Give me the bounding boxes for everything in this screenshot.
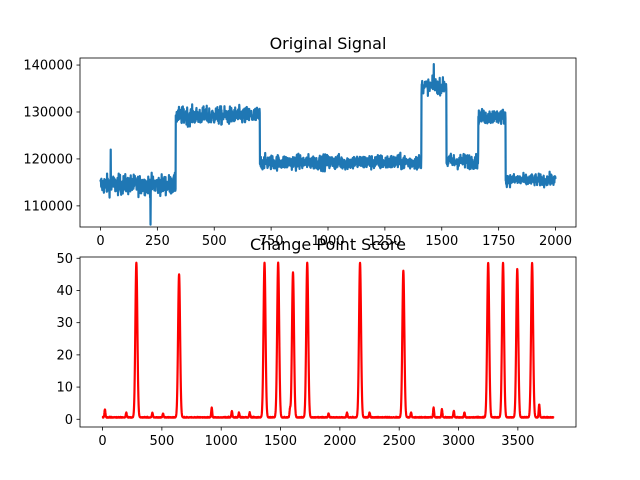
x-tick-label: 2000	[539, 234, 572, 249]
bottom-chart-title: Change Point Score	[250, 235, 406, 254]
x-tick-label: 0	[96, 234, 104, 249]
x-tick-label: 3000	[442, 434, 475, 449]
y-tick-label: 130000	[23, 105, 73, 120]
x-tick-label: 1500	[264, 434, 297, 449]
x-tick-label: 500	[149, 434, 174, 449]
x-tick-label: 500	[202, 234, 227, 249]
bottom-axes-frame	[79, 256, 577, 428]
x-tick-label: 1750	[482, 234, 515, 249]
y-tick-label: 40	[56, 284, 73, 299]
bottom-plot-lines	[101, 261, 555, 419]
bottom-ticks: 0 500 1000 1500 2000 2500 3000 3500 0 10 20 30 40 50	[56, 252, 534, 449]
x-tick-label: 750	[259, 234, 284, 249]
y-tick-label: 140000	[23, 59, 73, 74]
y-tick-label: 120000	[23, 152, 73, 167]
x-tick-label: 2000	[323, 434, 356, 449]
signal-series-line	[99, 62, 557, 226]
x-tick-label: 1500	[425, 234, 458, 249]
top-subplot: 0 250 500 750 1000 1250 1500 1750 2000 110000 1200…	[23, 34, 577, 249]
y-tick-label: 30	[56, 316, 73, 331]
x-tick-label: 1000	[205, 434, 238, 449]
top-chart-title: Original Signal	[270, 34, 387, 53]
score-series-line	[101, 261, 555, 419]
y-tick-label: 10	[56, 381, 73, 396]
x-tick-label: 3500	[501, 434, 534, 449]
y-tick-label: 0	[65, 413, 73, 428]
x-tick-label: 0	[98, 434, 106, 449]
y-tick-label: 110000	[23, 199, 73, 214]
top-plot-lines	[99, 62, 557, 226]
x-tick-label: 2500	[383, 434, 416, 449]
top-ticks: 0 250 500 750 1000 1250 1500 1750 2000 110000 1200…	[23, 59, 572, 249]
y-tick-label: 20	[56, 348, 73, 363]
bottom-subplot: 0 500 1000 1500 2000 2500 3000 350001020304050 …	[56, 235, 577, 449]
x-tick-label: 250	[145, 234, 170, 249]
y-tick-label: 50	[56, 252, 73, 267]
x-tick-label: 1000	[311, 234, 344, 249]
x-tick-label: 1250	[368, 234, 401, 249]
